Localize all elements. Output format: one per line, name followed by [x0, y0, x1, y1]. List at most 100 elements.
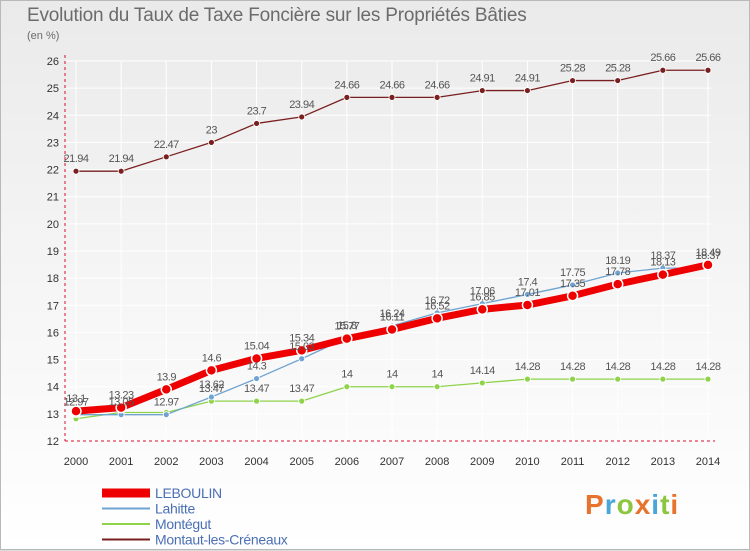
x-tick-label: 2014 [696, 456, 720, 468]
legend-label: Montaut-les-Créneaux [155, 532, 288, 548]
y-tick-label: 25 [47, 83, 59, 95]
data-label: 14.28 [515, 361, 540, 373]
y-tick-label: 13 [47, 409, 59, 421]
data-label: 16.52 [425, 300, 450, 312]
data-point [160, 383, 173, 396]
data-label: 13.47 [199, 383, 224, 395]
data-point [162, 153, 170, 161]
data-label: 14 [432, 369, 444, 381]
y-tick-label: 18 [47, 273, 59, 285]
x-tick-label: 2000 [64, 456, 88, 468]
y-tick-label: 26 [47, 56, 59, 68]
data-point [524, 375, 531, 383]
data-label: 17.35 [560, 278, 585, 290]
data-label: 14 [341, 369, 353, 381]
data-point [702, 259, 714, 271]
data-label: 25.66 [695, 52, 720, 64]
data-point [659, 375, 667, 383]
data-point [250, 352, 263, 365]
data-point [704, 66, 712, 74]
y-tick-label: 19 [47, 246, 59, 258]
data-label: 18.37 [650, 250, 675, 262]
x-tick-label: 2004 [244, 456, 268, 468]
data-point [388, 383, 396, 391]
data-point [524, 291, 531, 298]
data-point [208, 393, 215, 401]
data-label: 17.06 [470, 286, 495, 298]
data-point [388, 93, 396, 101]
data-label: 24.91 [515, 73, 540, 85]
data-label: 14.3 [247, 361, 267, 373]
x-tick-label: 2008 [425, 456, 449, 468]
data-label: 13.1 [66, 393, 86, 405]
data-point [343, 93, 351, 101]
logo-letter: i [651, 489, 661, 520]
data-point [341, 332, 353, 345]
data-label: 14.28 [695, 361, 720, 373]
data-point [433, 383, 441, 391]
data-point [253, 397, 260, 405]
data-point [72, 167, 80, 175]
x-tick-label: 2001 [109, 456, 133, 468]
data-point [476, 303, 489, 316]
data-label: 15.77 [334, 321, 359, 333]
y-tick-label: 16 [47, 327, 59, 339]
data-label: 18.19 [605, 255, 630, 267]
data-label: 24.91 [470, 73, 495, 85]
x-tick-label: 2010 [515, 456, 539, 468]
data-label: 24.66 [379, 79, 404, 91]
data-label: 21.94 [63, 153, 88, 165]
y-tick-label: 12 [47, 436, 59, 448]
data-point [569, 375, 576, 383]
x-tick-label: 2006 [335, 456, 359, 468]
data-point [253, 375, 260, 382]
data-point [478, 87, 486, 94]
data-label: 25.28 [560, 63, 585, 75]
data-point [298, 355, 306, 363]
data-point [657, 268, 669, 281]
data-point [566, 290, 579, 302]
data-point [614, 269, 622, 277]
y-tick-label: 23 [47, 137, 59, 149]
data-label: 13.23 [109, 390, 134, 402]
data-point [343, 383, 351, 391]
y-tick-label: 15 [47, 355, 59, 367]
data-label: 21.94 [109, 153, 134, 165]
data-label: 23 [206, 124, 218, 136]
data-point [704, 375, 712, 383]
logo-letter: t [660, 489, 671, 520]
data-label: 14.28 [605, 361, 630, 373]
y-tick-label: 14 [47, 382, 59, 394]
data-label: 14.6 [202, 352, 222, 364]
data-point [117, 167, 125, 175]
data-point [569, 281, 576, 289]
data-point [298, 113, 306, 121]
data-label: 18.37 [695, 250, 720, 262]
y-tick-label: 17 [47, 300, 59, 312]
data-label: 16.24 [379, 308, 404, 320]
data-label: 14.28 [650, 361, 675, 373]
data-label: 25.28 [605, 63, 630, 75]
data-label: 15.8 [337, 320, 357, 332]
x-tick-label: 2013 [651, 456, 675, 468]
legend-label: Lahitte [155, 501, 195, 517]
data-point [521, 299, 534, 311]
data-label: 18.13 [650, 257, 675, 269]
data-point [253, 120, 260, 127]
data-label: 14 [386, 369, 398, 381]
data-point [162, 411, 170, 419]
data-point [569, 77, 576, 84]
data-label: 17.78 [605, 266, 630, 278]
data-point [295, 344, 308, 357]
data-label: 16.11 [380, 311, 405, 323]
legend-label: LEBOULIN [155, 485, 222, 501]
logo-letter: i [670, 489, 680, 520]
x-tick-label: 2003 [199, 456, 223, 468]
data-label: 13.62 [199, 379, 224, 391]
data-label: 13.05 [109, 397, 134, 409]
data-label: 13.9 [157, 371, 177, 383]
unit-label: (en %) [27, 30, 60, 42]
data-point [298, 397, 306, 405]
